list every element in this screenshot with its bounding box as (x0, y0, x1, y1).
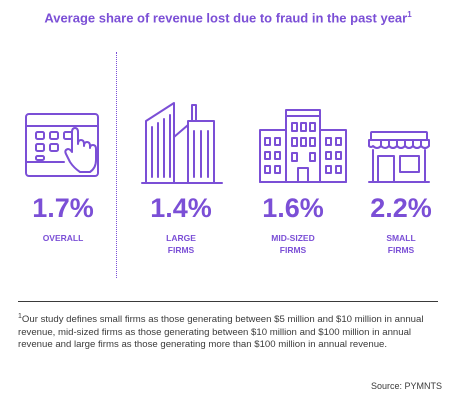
value-small-firms: 2.2% (370, 193, 432, 223)
tablet-touch-icon (25, 113, 99, 177)
dotted-divider (116, 52, 117, 278)
storefront-icon (368, 131, 430, 183)
footnote: 1Our study defines small firms as those … (18, 313, 424, 351)
value-overall: 1.7% (32, 193, 94, 223)
label-overall: OVERALL (42, 233, 84, 243)
label-large-firms: LARGE FIRMS (166, 233, 196, 255)
chart-title: Average share of revenue lost due to fra… (44, 10, 412, 26)
label-mid-sized-firms: MID-SIZED FIRMS (271, 233, 315, 255)
value-large-firms: 1.4% (150, 193, 212, 223)
footnote-divider (18, 301, 438, 302)
value-mid-sized-firms: 1.6% (262, 193, 324, 223)
source-credit: Source: PYMNTS (370, 381, 442, 391)
label-small-firms: SMALL FIRMS (386, 233, 416, 255)
office-buildings-icon (259, 109, 347, 183)
skyscrapers-icon (141, 102, 223, 184)
